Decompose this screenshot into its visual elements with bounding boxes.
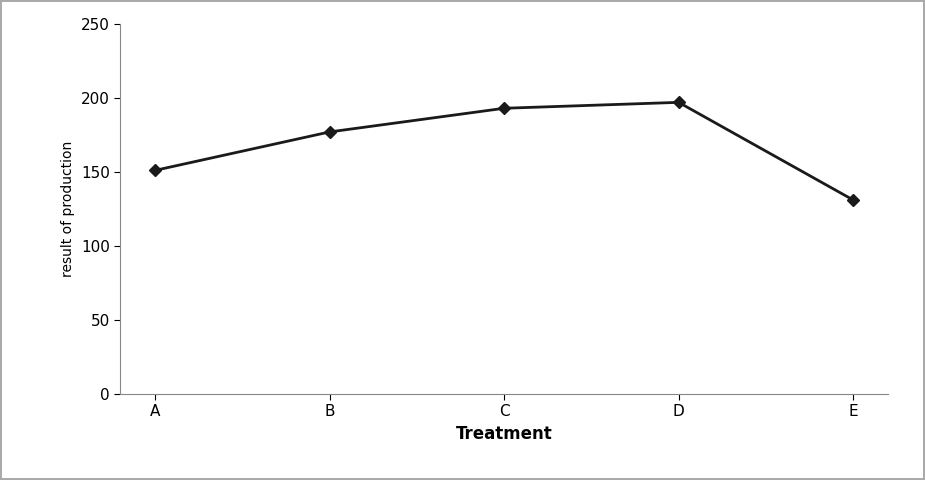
Y-axis label: result of production: result of production xyxy=(61,141,76,277)
X-axis label: Treatment: Treatment xyxy=(456,425,552,443)
